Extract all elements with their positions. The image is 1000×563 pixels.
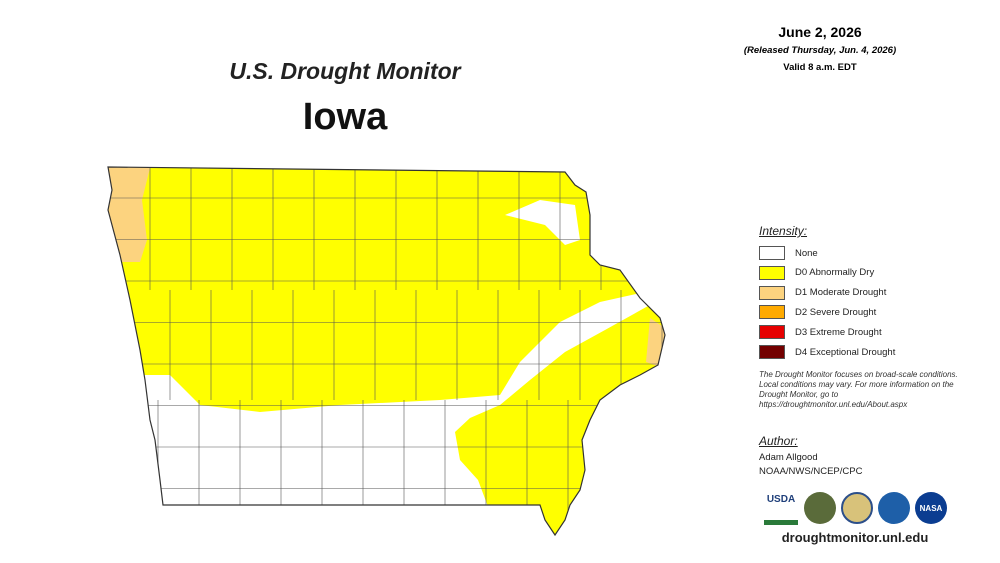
valid-time: Valid 8 a.m. EDT xyxy=(783,62,857,73)
author-org: NOAA/NWS/NCEP/CPC xyxy=(759,466,863,477)
ndmc-logo xyxy=(804,492,836,524)
legend-item: D2 Severe Drought xyxy=(759,305,877,320)
state-outline xyxy=(107,166,666,537)
legend-item: D0 Abnormally Dry xyxy=(759,265,875,280)
legend-item: D3 Extreme Drought xyxy=(759,325,882,340)
legend-item: D1 Moderate Drought xyxy=(759,285,887,300)
usda-logo: USDA xyxy=(764,494,798,525)
legend-label: None xyxy=(795,247,818,259)
none-area xyxy=(108,292,648,520)
legend-swatch xyxy=(759,265,785,280)
legend-item: D4 Exceptional Drought xyxy=(759,345,895,359)
legend-swatch xyxy=(759,325,785,340)
nasa-logo: NASA xyxy=(915,492,947,524)
legend-label: D1 Moderate Drought xyxy=(795,287,887,299)
legend-label: D3 Extreme Drought xyxy=(795,326,882,338)
title: U.S. Drought Monitor xyxy=(229,58,461,84)
noaa-logo xyxy=(878,492,910,524)
doc-logo xyxy=(841,492,873,524)
release-date: (Released Thursday, Jun. 4, 2026) xyxy=(743,45,897,56)
legend-swatch xyxy=(759,345,785,359)
legend-label: D4 Exceptional Drought xyxy=(795,346,896,358)
legend-swatch xyxy=(759,246,785,260)
note: The Drought Monitor focuses on broad-sca… xyxy=(759,370,958,409)
legend-swatch xyxy=(759,285,785,300)
legend-swatch xyxy=(759,305,785,320)
author-name: Adam Allgood xyxy=(759,452,818,463)
state-name: Iowa xyxy=(302,96,388,138)
author-title: Author: xyxy=(759,434,798,448)
legend-label: D0 Abnormally Dry xyxy=(795,267,875,279)
none-area xyxy=(505,200,580,245)
legend-label: D2 Severe Drought xyxy=(795,306,877,318)
legend-title: Intensity: xyxy=(759,224,808,238)
date: June 2, 2026 xyxy=(778,24,862,40)
legend-item: None xyxy=(759,246,818,260)
iowa-map xyxy=(107,166,666,537)
url: droughtmonitor.unl.edu xyxy=(781,530,929,545)
